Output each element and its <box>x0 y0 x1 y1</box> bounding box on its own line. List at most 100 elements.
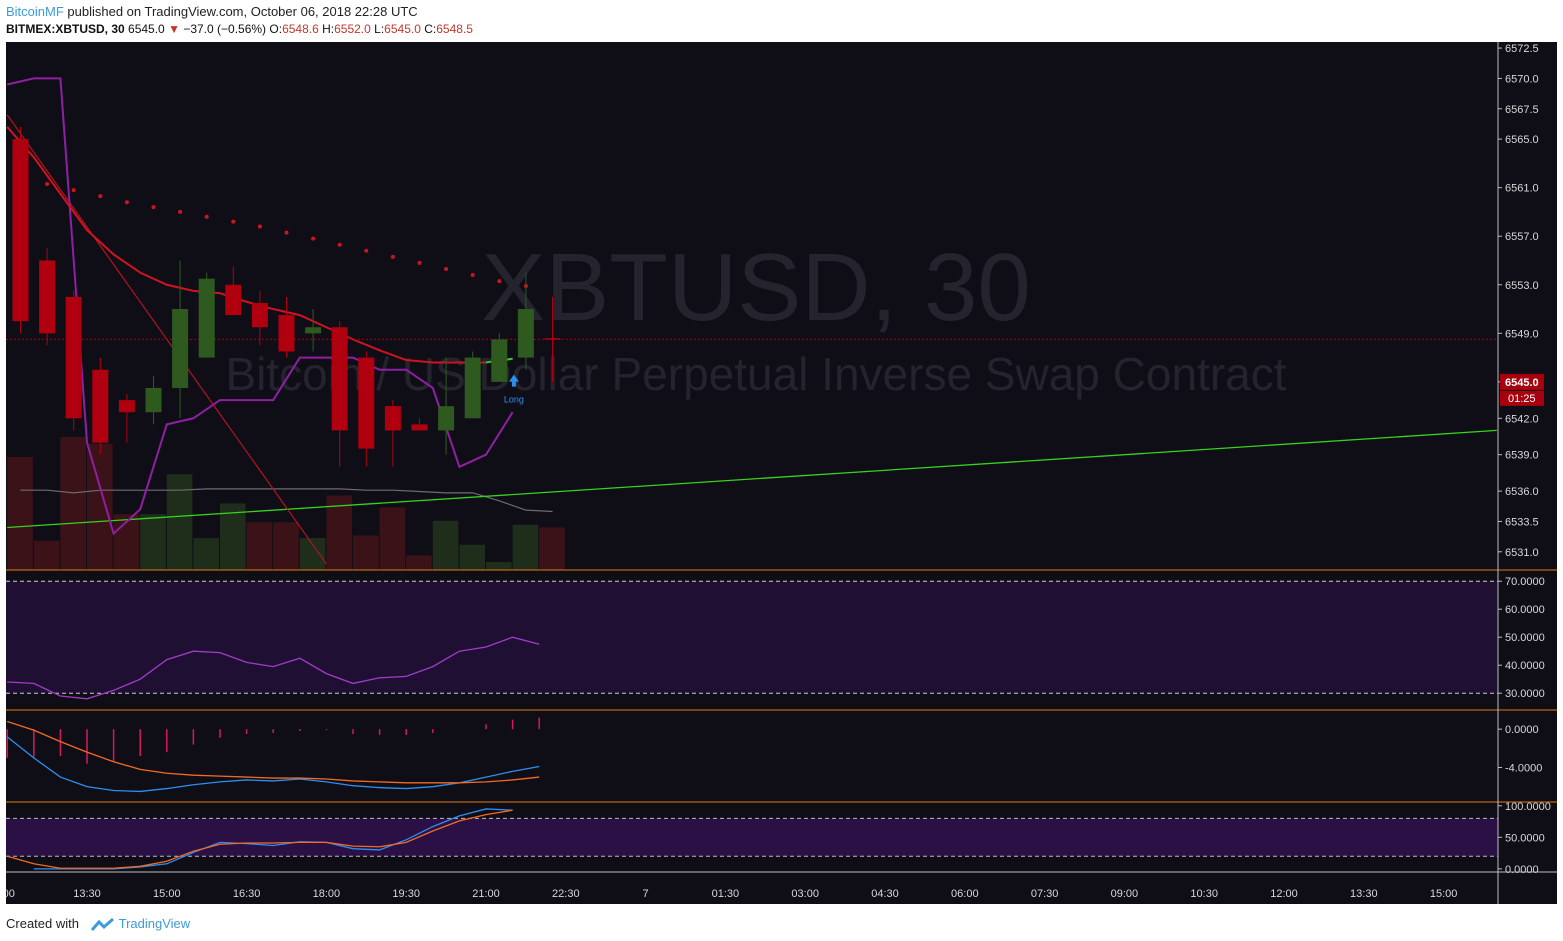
macd-axis-label: -4.0000 <box>1505 763 1542 775</box>
price-axis-label: 6531.0 <box>1505 547 1539 559</box>
volume-bar <box>379 507 406 570</box>
price-axis-label: 6567.5 <box>1505 104 1539 116</box>
time-axis-label: 10:30 <box>1190 888 1218 900</box>
candle-body <box>198 278 215 358</box>
tradingview-link[interactable]: TradingView <box>118 916 191 931</box>
watermark-title: XBTUSD, 30 <box>481 234 1031 341</box>
price-tag-box <box>1500 373 1544 390</box>
volume-bar <box>486 562 512 570</box>
stoch-d-line <box>7 809 513 869</box>
published-text: published on TradingView.com, October 06… <box>63 4 418 19</box>
volume-bar <box>113 514 140 570</box>
stoch-axis-label: 0.0000 <box>1505 864 1539 876</box>
open-value: 6548.6 <box>282 22 319 36</box>
psar-dot <box>231 219 236 224</box>
tradingview-logo-icon <box>90 917 114 931</box>
time-axis-label: 13:30 <box>73 888 101 900</box>
down-arrow-icon: ▼ <box>168 22 180 36</box>
price-axis-label: 6542.0 <box>1505 413 1539 425</box>
open-label: O: <box>269 22 283 36</box>
price-tag-label: 6545.0 <box>1505 377 1539 389</box>
rsi-line <box>7 636 540 700</box>
rsi-axis-label: 60.0000 <box>1505 604 1545 616</box>
psar-dot <box>151 205 156 210</box>
psar-dot <box>311 236 316 241</box>
created-with-text: Created with <box>6 916 79 931</box>
watermark-subtitle: Bitcoin / US Dollar Perpetual Inverse Sw… <box>225 348 1286 400</box>
candle-body <box>438 406 455 431</box>
last-price: 6545.0 <box>128 22 165 36</box>
volume-bar <box>60 437 86 570</box>
long-arrow-icon <box>508 374 519 387</box>
high-value: 6552.0 <box>334 22 371 36</box>
countdown-box <box>1500 390 1544 406</box>
high-label: H: <box>322 22 335 36</box>
stoch-axis-label: 50.0000 <box>1505 832 1545 844</box>
volume-bar <box>7 456 33 570</box>
volume-bar <box>246 522 273 570</box>
candle-body <box>544 338 561 340</box>
time-axis-label: 01:30 <box>712 888 740 900</box>
candle-body <box>491 339 508 382</box>
volume-bar <box>33 540 60 570</box>
psar-dot <box>470 273 475 278</box>
price-axis-label: 6536.0 <box>1505 486 1539 498</box>
time-axis-label: 18:00 <box>313 888 341 900</box>
psar-dot <box>98 194 103 199</box>
price-axis-label: 6570.0 <box>1505 73 1539 85</box>
long-signal-label: Long <box>504 394 524 404</box>
time-axis-label: 06:00 <box>951 888 979 900</box>
trendline <box>7 429 1497 529</box>
price-axis-label: 6553.0 <box>1505 280 1539 292</box>
donchian-line <box>6 77 514 536</box>
psar-dot <box>444 266 449 271</box>
time-axis-label: :00 <box>6 888 15 900</box>
volume-bar <box>87 443 113 570</box>
psar-dot <box>497 279 502 284</box>
close-value: 6548.5 <box>436 22 473 36</box>
time-axis-label: 19:30 <box>392 888 420 900</box>
psar-dot <box>390 254 395 259</box>
psar-dot <box>124 200 129 205</box>
volume-bar <box>459 544 485 570</box>
candle-body <box>358 357 375 449</box>
author-link[interactable]: BitcoinMF <box>6 4 64 19</box>
macd-signal-line <box>6 720 540 784</box>
macd-line <box>6 736 540 793</box>
candle-body <box>118 400 135 413</box>
publish-info: BitcoinMF published on TradingView.com, … <box>6 4 418 19</box>
price-axis-label: 6572.5 <box>1505 43 1539 55</box>
chart-frame[interactable]: XBTUSD, 30 Bitcoin / US Dollar Perpetual … <box>6 42 1557 904</box>
psar-dot <box>337 242 342 247</box>
ohlc-legend: BITMEX:XBTUSD, 30 6545.0 ▼ −37.0 (−0.56%… <box>6 22 473 36</box>
price-axis-label: 6533.5 <box>1505 516 1539 528</box>
candle-body <box>225 284 242 316</box>
candle-body <box>411 424 428 431</box>
volume-bar <box>432 520 459 570</box>
volume-bar <box>512 524 539 570</box>
time-axis-label: 07:30 <box>1031 888 1059 900</box>
psar-dot <box>45 182 50 187</box>
time-axis-label: 15:00 <box>1430 888 1458 900</box>
price-axis-label: 6557.0 <box>1505 231 1539 243</box>
volume-bar <box>353 535 379 570</box>
price-axis-label: 6549.0 <box>1505 328 1539 340</box>
time-axis-label: 7 <box>643 888 649 900</box>
stoch-axis-label: 100.0000 <box>1505 801 1551 813</box>
countdown-label: 01:25 <box>1508 393 1536 405</box>
stoch-band <box>6 818 1498 857</box>
volume-bar <box>166 474 193 570</box>
volume-ma-line <box>20 488 553 513</box>
candle-body <box>278 315 295 352</box>
chart-canvas[interactable]: XBTUSD, 30 Bitcoin / US Dollar Perpetual … <box>6 42 1557 904</box>
volume-bar <box>406 555 432 570</box>
volume-bar <box>140 514 166 570</box>
volume-bar <box>539 527 565 570</box>
low-label: L: <box>374 22 385 36</box>
volume-bar <box>299 538 326 570</box>
time-axis-label: 09:00 <box>1111 888 1139 900</box>
rsi-axis-label: 50.0000 <box>1505 632 1545 644</box>
price-axis-label: 6565.0 <box>1505 134 1539 146</box>
time-axis-label: 21:00 <box>472 888 500 900</box>
time-axis-label: 13:30 <box>1350 888 1378 900</box>
